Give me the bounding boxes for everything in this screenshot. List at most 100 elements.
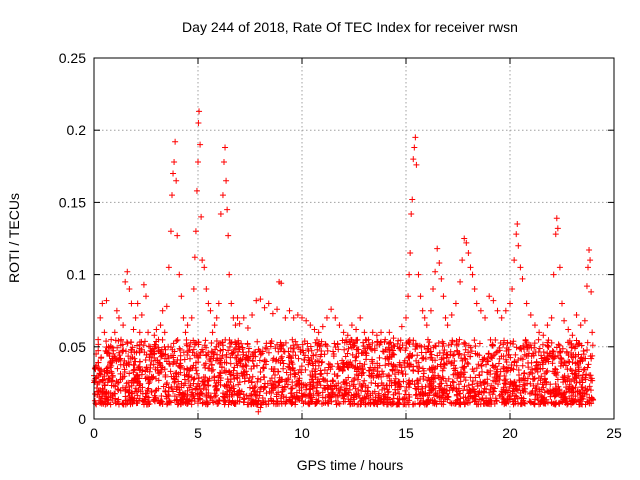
data-point xyxy=(374,383,381,390)
data-point xyxy=(386,329,393,336)
data-point xyxy=(513,344,520,351)
data-point xyxy=(589,377,596,384)
data-point xyxy=(399,342,406,349)
data-point xyxy=(209,329,216,336)
data-point xyxy=(467,353,474,360)
data-point xyxy=(379,348,386,355)
data-point xyxy=(566,388,573,395)
data-point xyxy=(142,368,149,375)
data-point xyxy=(353,326,360,333)
data-point xyxy=(309,368,316,375)
data-point xyxy=(428,376,435,383)
data-point xyxy=(374,364,381,371)
data-point xyxy=(469,381,476,388)
data-point xyxy=(555,352,562,359)
data-point xyxy=(100,400,107,407)
data-point xyxy=(401,359,408,366)
data-point xyxy=(328,398,335,405)
data-point xyxy=(129,354,136,361)
data-point xyxy=(589,352,596,359)
data-point xyxy=(115,314,122,321)
data-point xyxy=(324,370,331,377)
data-point xyxy=(530,382,537,389)
data-point xyxy=(202,360,209,367)
data-point xyxy=(390,361,397,368)
data-point xyxy=(369,339,376,346)
data-point xyxy=(307,322,314,329)
data-point xyxy=(476,396,483,403)
data-point xyxy=(205,390,212,397)
data-point xyxy=(426,339,433,346)
data-point xyxy=(259,394,266,401)
data-point xyxy=(473,300,480,307)
data-point xyxy=(300,400,307,407)
data-point xyxy=(265,300,272,307)
data-point xyxy=(391,379,398,386)
data-point xyxy=(581,317,588,324)
data-point xyxy=(341,339,348,346)
data-point xyxy=(347,401,354,408)
data-point xyxy=(534,381,541,388)
data-point xyxy=(335,366,342,373)
data-point xyxy=(420,367,427,374)
data-point xyxy=(123,397,130,404)
data-point xyxy=(541,375,548,382)
data-point xyxy=(212,357,219,364)
data-point xyxy=(437,361,444,368)
data-point xyxy=(257,296,264,303)
data-point xyxy=(167,228,174,235)
data-point xyxy=(341,346,348,353)
data-point xyxy=(152,366,159,373)
data-point xyxy=(426,382,433,389)
data-point xyxy=(254,378,261,385)
data-point xyxy=(365,336,372,343)
data-point xyxy=(139,367,146,374)
y-tick-label: 0.15 xyxy=(59,194,86,210)
data-point xyxy=(174,401,181,408)
data-point xyxy=(417,293,424,300)
data-point xyxy=(299,392,305,399)
data-point xyxy=(294,312,301,319)
data-point xyxy=(131,361,138,368)
data-point xyxy=(129,397,136,404)
data-point xyxy=(279,388,286,395)
data-point xyxy=(277,359,284,366)
y-tick-label: 0.2 xyxy=(67,122,87,138)
data-point xyxy=(290,314,297,321)
x-tick-label: 10 xyxy=(294,425,310,441)
data-point xyxy=(334,360,341,367)
data-point xyxy=(362,382,369,389)
data-point xyxy=(263,345,270,352)
data-point xyxy=(382,362,389,369)
data-point xyxy=(131,376,138,383)
data-point xyxy=(355,401,362,408)
data-point xyxy=(469,366,476,373)
data-point xyxy=(544,322,551,329)
data-point xyxy=(485,369,492,376)
data-point xyxy=(576,388,583,395)
data-point xyxy=(179,399,186,406)
data-point xyxy=(171,375,178,382)
data-point xyxy=(118,336,125,343)
data-point xyxy=(128,382,135,389)
data-point xyxy=(471,398,478,405)
data-point xyxy=(212,346,219,353)
data-point xyxy=(193,187,200,194)
data-point xyxy=(517,401,524,408)
data-point xyxy=(222,383,229,390)
data-point xyxy=(197,349,204,356)
data-point xyxy=(497,339,504,346)
data-point xyxy=(375,392,382,399)
data-point xyxy=(115,401,122,408)
data-point xyxy=(573,337,580,344)
data-point xyxy=(420,354,427,361)
data-point xyxy=(489,341,496,348)
data-point xyxy=(486,389,493,396)
data-point xyxy=(511,378,518,385)
data-point xyxy=(201,264,208,271)
data-point xyxy=(145,394,152,401)
x-tick-label: 5 xyxy=(194,425,202,441)
data-point xyxy=(234,392,241,399)
data-point xyxy=(475,391,482,398)
